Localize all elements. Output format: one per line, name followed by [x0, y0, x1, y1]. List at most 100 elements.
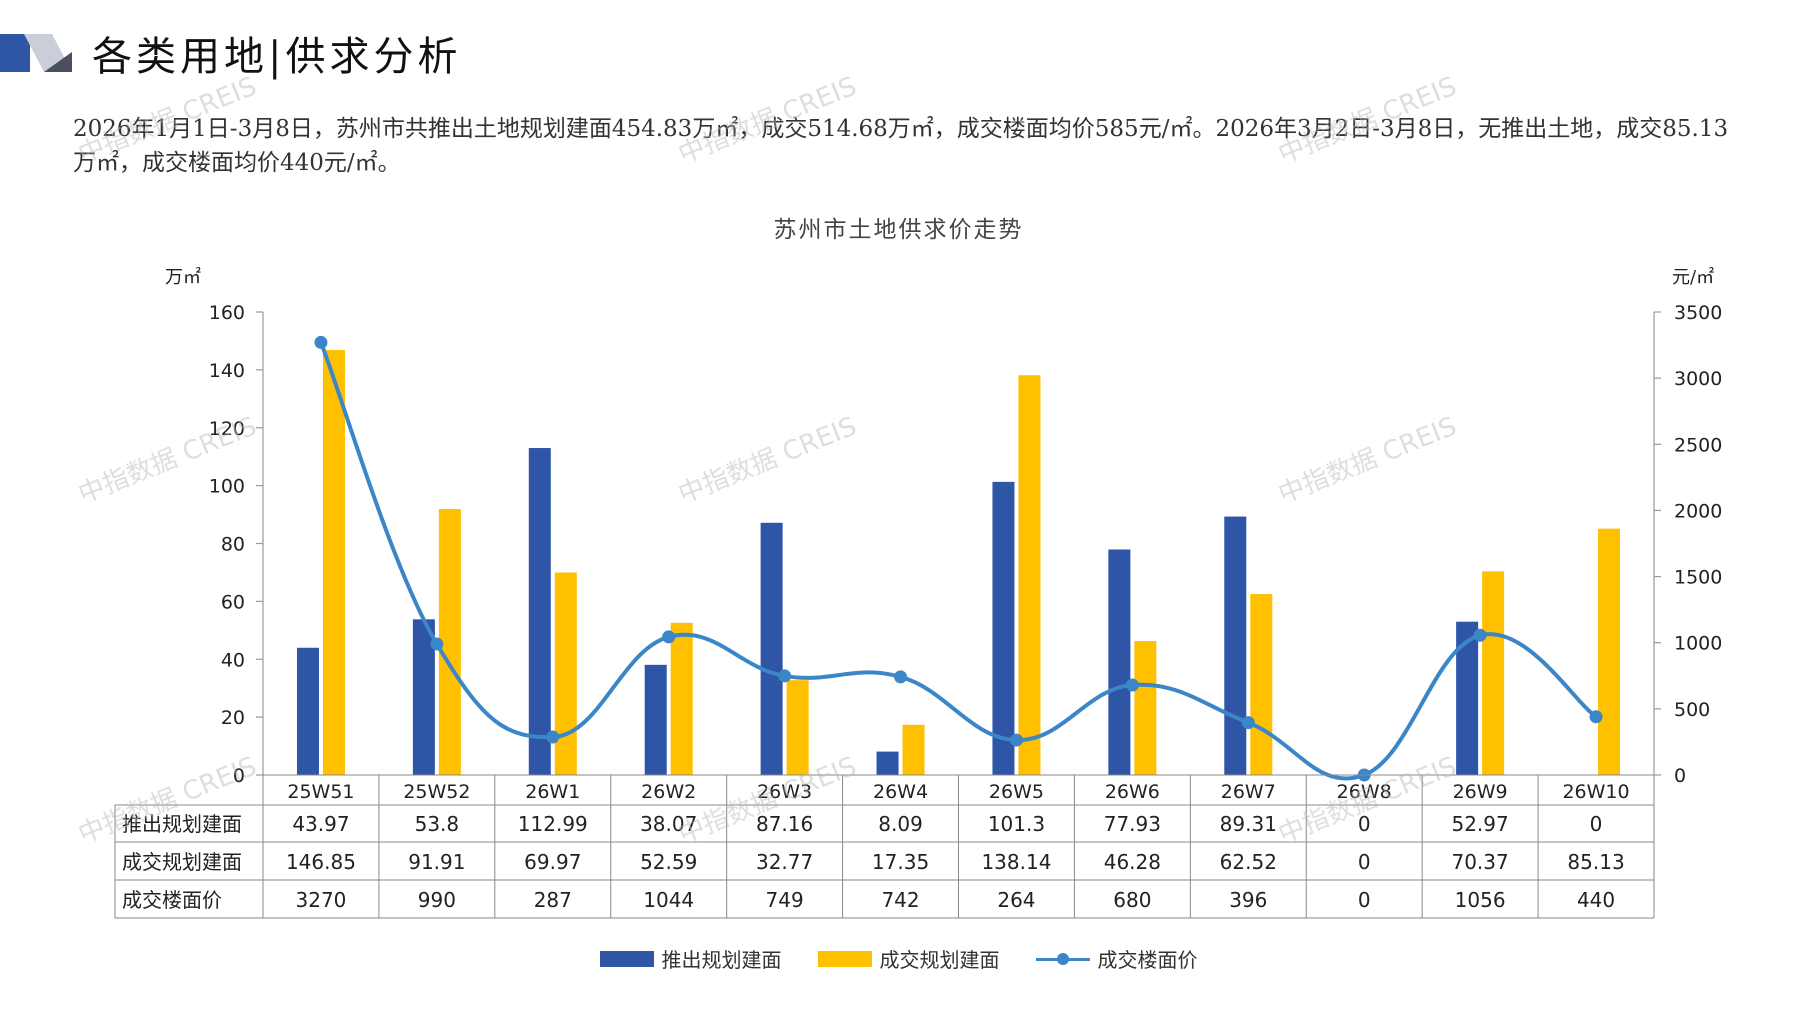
- chart-legend: 推出规划建面 成交规划建面 成交楼面价: [0, 944, 1797, 973]
- table-row-header: 推出规划建面: [122, 812, 242, 836]
- deal-bar: [554, 572, 577, 775]
- page-title: 各类用地|供求分析: [92, 34, 462, 80]
- legend-swatch-supply: [599, 950, 654, 967]
- chart-title: 苏州市土地供求价走势: [773, 217, 1024, 243]
- table-cell: 0: [1590, 812, 1603, 836]
- deal-bar: [438, 509, 461, 775]
- right-axis-tick-label: 3500: [1674, 302, 1722, 324]
- table-cell: 69.97: [524, 850, 581, 874]
- deal-bar: [1018, 375, 1041, 775]
- price-point: [430, 637, 444, 651]
- price-point: [662, 630, 676, 644]
- table-row-header: 成交规划建面: [122, 850, 242, 874]
- x-axis-label: 26W10: [1562, 781, 1629, 803]
- price-point: [778, 669, 792, 683]
- legend-label-deal: 成交规划建面: [879, 948, 1000, 972]
- table-cell: 52.97: [1451, 812, 1508, 836]
- left-axis-tick-label: 60: [221, 591, 245, 613]
- supply-bar: [876, 751, 899, 775]
- table-row-header: 成交楼面价: [122, 888, 222, 912]
- deal-bar: [670, 622, 693, 775]
- table-cell: 287: [534, 888, 572, 912]
- table-cell: 89.31: [1220, 812, 1277, 836]
- x-axis-label: 26W8: [1337, 781, 1392, 803]
- left-axis-tick-label: 80: [221, 534, 245, 556]
- price-point: [1009, 733, 1023, 747]
- table-cell: 52.59: [640, 850, 697, 874]
- table-cell: 77.93: [1104, 812, 1161, 836]
- x-axis-label: 25W51: [287, 781, 354, 803]
- deal-bar: [1598, 528, 1621, 775]
- table-cell: 749: [766, 888, 804, 912]
- table-cell: 0: [1358, 850, 1371, 874]
- table-cell: 46.28: [1104, 850, 1161, 874]
- table-cell: 990: [418, 888, 456, 912]
- table-cell: 680: [1113, 888, 1151, 912]
- price-point: [1473, 628, 1487, 642]
- deal-bar: [1482, 571, 1505, 775]
- deal-bar: [1250, 594, 1273, 775]
- legend-label-price: 成交楼面价: [1097, 948, 1198, 972]
- deal-bar: [786, 680, 809, 775]
- table-cell: 38.07: [640, 812, 697, 836]
- table-cell: 53.8: [415, 812, 460, 836]
- supply-bar: [760, 522, 783, 775]
- x-axis-label: 26W7: [1221, 781, 1276, 803]
- left-axis-tick-label: 100: [209, 476, 245, 498]
- legend-item-price: 成交楼面价: [1035, 944, 1198, 973]
- right-axis-tick-label: 1500: [1674, 567, 1722, 589]
- supply-bar: [412, 619, 435, 775]
- price-point: [894, 670, 908, 684]
- table-cell: 3270: [296, 888, 347, 912]
- x-axis-label: 25W52: [403, 781, 470, 803]
- table-cell: 70.37: [1451, 850, 1508, 874]
- legend-swatch-price: [1035, 951, 1090, 967]
- table-cell: 396: [1229, 888, 1267, 912]
- table-cell: 138.14: [981, 850, 1051, 874]
- right-axis-tick-label: 2500: [1674, 434, 1722, 456]
- legend-item-deal: 成交规划建面: [817, 944, 1000, 973]
- supply-bar: [296, 647, 319, 775]
- x-axis-label: 26W3: [757, 781, 812, 803]
- supply-bar: [992, 481, 1015, 775]
- right-axis-tick-label: 2000: [1674, 500, 1722, 522]
- supply-bar: [1108, 549, 1131, 775]
- price-point: [1589, 710, 1603, 724]
- right-axis-tick-label: 500: [1674, 699, 1710, 721]
- table-cell: 87.16: [756, 812, 813, 836]
- table-cell: 1044: [643, 888, 694, 912]
- legend-label-supply: 推出规划建面: [661, 948, 782, 972]
- x-axis-label: 26W5: [989, 781, 1044, 803]
- table-cell: 1056: [1455, 888, 1506, 912]
- summary-text: 2026年1月1日-3月8日，苏州市共推出土地规划建面454.83万㎡，成交51…: [73, 116, 1729, 176]
- price-line: [319, 341, 1598, 781]
- left-axis-tick-label: 160: [209, 302, 245, 324]
- right-axis-tick-label: 0: [1674, 765, 1686, 787]
- supply-bar: [1224, 516, 1247, 775]
- table-cell: 8.09: [878, 812, 923, 836]
- table-cell: 17.35: [872, 850, 929, 874]
- left-axis-tick-label: 120: [209, 418, 245, 440]
- left-axis-tick-label: 40: [221, 649, 245, 671]
- supply-bar: [1456, 621, 1479, 775]
- x-axis-label: 26W6: [1105, 781, 1160, 803]
- left-axis-unit: 万㎡: [165, 266, 201, 288]
- table-cell: 112.99: [518, 812, 588, 836]
- x-axis-label: 26W4: [873, 781, 928, 803]
- page-header: 各类用地|供求分析: [0, 22, 1797, 80]
- table-cell: 440: [1577, 888, 1615, 912]
- deal-bar: [1134, 641, 1157, 775]
- price-point: [314, 335, 328, 349]
- price-point: [1125, 678, 1139, 692]
- deal-bar: [322, 350, 345, 775]
- supply-bar: [644, 664, 667, 775]
- legend-swatch-deal: [817, 950, 872, 967]
- table-cell: 146.85: [286, 850, 356, 874]
- price-point: [546, 730, 560, 744]
- supply-bar: [528, 448, 551, 775]
- table-cell: 32.77: [756, 850, 813, 874]
- left-axis-tick-label: 140: [209, 360, 245, 382]
- deal-bar: [902, 724, 925, 775]
- table-cell: 43.97: [292, 812, 349, 836]
